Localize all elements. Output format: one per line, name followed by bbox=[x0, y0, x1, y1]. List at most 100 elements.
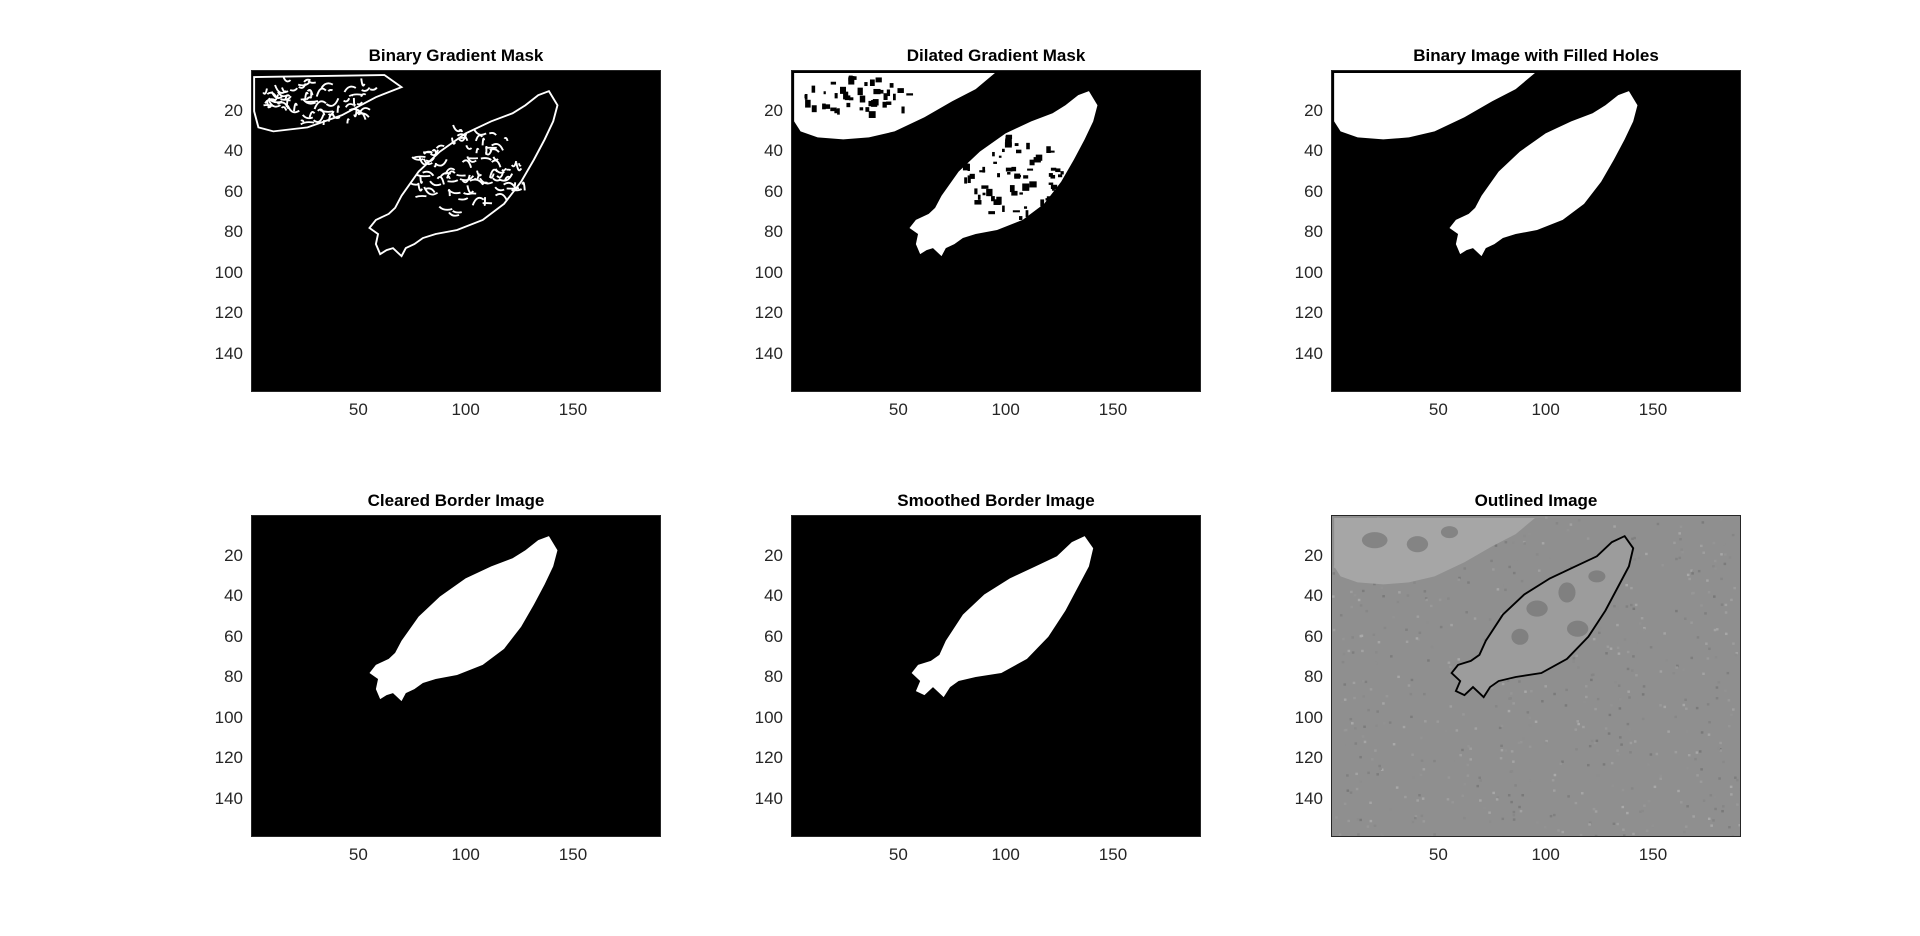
noise-pixel bbox=[1733, 586, 1736, 590]
edge-fragment bbox=[447, 176, 451, 179]
noise-pixel bbox=[1492, 568, 1495, 571]
y-tick-label: 100 bbox=[754, 707, 783, 727]
mask-hole bbox=[1048, 173, 1053, 177]
noise-pixel bbox=[1462, 713, 1465, 716]
y-tick-label: 80 bbox=[224, 667, 243, 686]
mask-hole bbox=[875, 77, 882, 83]
noise-pixel bbox=[1518, 680, 1521, 683]
mask-hole bbox=[865, 107, 870, 112]
edge-fragment bbox=[473, 128, 487, 136]
cell-organelle bbox=[1566, 620, 1589, 637]
noise-pixel bbox=[1679, 525, 1683, 529]
noise-pixel bbox=[1718, 777, 1721, 780]
noise-pixel bbox=[1608, 713, 1612, 717]
noise-pixel bbox=[1724, 689, 1727, 692]
noise-pixel bbox=[1612, 822, 1616, 825]
edge-fragment bbox=[356, 101, 363, 106]
subplot-title: Dilated Gradient Mask bbox=[906, 46, 1086, 65]
noise-pixel bbox=[1702, 799, 1706, 802]
mask-hole bbox=[977, 194, 981, 200]
noise-pixel bbox=[1503, 584, 1507, 587]
noise-pixel bbox=[1616, 606, 1619, 610]
noise-pixel bbox=[1508, 565, 1511, 569]
noise-pixel bbox=[1593, 741, 1597, 745]
y-tick-label: 40 bbox=[1304, 141, 1323, 160]
noise-pixel bbox=[1396, 600, 1400, 604]
noise-pixel bbox=[1426, 621, 1429, 624]
noise-pixel bbox=[1446, 798, 1450, 801]
noise-pixel bbox=[1349, 717, 1353, 721]
noise-pixel bbox=[1585, 695, 1588, 699]
y-tick-label: 60 bbox=[1304, 626, 1323, 646]
edge-fragment bbox=[298, 83, 307, 89]
noise-pixel bbox=[1565, 688, 1568, 692]
noise-pixel bbox=[1395, 786, 1399, 789]
edge-fragment bbox=[503, 136, 509, 142]
noise-pixel bbox=[1722, 543, 1726, 546]
noise-pixel bbox=[1691, 570, 1695, 573]
edge-fragment bbox=[481, 137, 486, 146]
noise-pixel bbox=[1419, 773, 1423, 777]
noise-pixel bbox=[1727, 699, 1731, 702]
noise-pixel bbox=[1422, 820, 1426, 823]
noise-pixel bbox=[1647, 799, 1651, 803]
noise-pixel bbox=[1707, 733, 1711, 736]
noise-pixel bbox=[1736, 803, 1739, 806]
noise-pixel bbox=[1618, 707, 1622, 710]
noise-pixel bbox=[1642, 685, 1646, 688]
cell-organelle bbox=[1511, 628, 1529, 645]
y-tick-label: 120 bbox=[214, 303, 243, 323]
noise-pixel bbox=[1404, 795, 1407, 799]
edge-fragment bbox=[503, 175, 512, 182]
noise-pixel bbox=[1704, 612, 1707, 615]
edge-fragment bbox=[489, 148, 500, 153]
noise-pixel bbox=[1512, 813, 1516, 817]
x-tick-label: 150 bbox=[558, 400, 588, 419]
noise-pixel bbox=[1586, 537, 1590, 540]
edge-fragment bbox=[448, 211, 460, 217]
edge-fragment bbox=[344, 103, 354, 108]
image-content bbox=[911, 536, 1094, 698]
noise-pixel bbox=[1469, 758, 1473, 761]
noise-pixel bbox=[1457, 578, 1461, 581]
mask-hole bbox=[882, 101, 887, 108]
y-tick-label: 100 bbox=[1294, 262, 1323, 282]
y-tick-label: 60 bbox=[764, 181, 783, 201]
noise-pixel bbox=[1346, 774, 1349, 777]
noise-pixel bbox=[1499, 757, 1503, 760]
noise-pixel bbox=[1686, 573, 1690, 577]
mask-hole bbox=[1011, 190, 1018, 196]
noise-pixel bbox=[1382, 595, 1385, 598]
noise-pixel bbox=[1688, 577, 1691, 581]
edge-fragment bbox=[461, 159, 473, 168]
noise-pixel bbox=[1623, 638, 1627, 641]
y-tick-label: 20 bbox=[1304, 545, 1323, 565]
image-content bbox=[1334, 73, 1638, 257]
edge-fragment bbox=[276, 101, 290, 110]
noise-pixel bbox=[1504, 749, 1507, 752]
edge-fragment bbox=[488, 173, 495, 179]
noise-pixel bbox=[1642, 628, 1646, 632]
noise-pixel bbox=[1349, 791, 1353, 794]
noise-pixel bbox=[1369, 819, 1373, 823]
noise-pixel bbox=[1504, 541, 1508, 544]
noise-pixel bbox=[1734, 776, 1737, 779]
noise-pixel bbox=[1626, 667, 1630, 671]
noise-pixel bbox=[1726, 671, 1730, 675]
noise-pixel bbox=[1449, 665, 1452, 669]
noise-pixel bbox=[1510, 692, 1513, 695]
mask-hole bbox=[1002, 205, 1005, 212]
edge-fragment bbox=[327, 89, 333, 92]
edge-fragment bbox=[262, 88, 268, 95]
noise-pixel bbox=[1549, 556, 1552, 559]
edge-fragment bbox=[456, 173, 466, 177]
noise-pixel bbox=[1633, 740, 1637, 743]
noise-pixel bbox=[1692, 815, 1695, 818]
mask-hole bbox=[834, 109, 839, 114]
noise-pixel bbox=[1701, 521, 1705, 524]
edge-fragment bbox=[263, 104, 275, 108]
noise-pixel bbox=[1500, 749, 1504, 752]
noise-pixel bbox=[1553, 692, 1556, 696]
noise-pixel bbox=[1405, 640, 1409, 644]
noise-pixel bbox=[1528, 724, 1532, 727]
